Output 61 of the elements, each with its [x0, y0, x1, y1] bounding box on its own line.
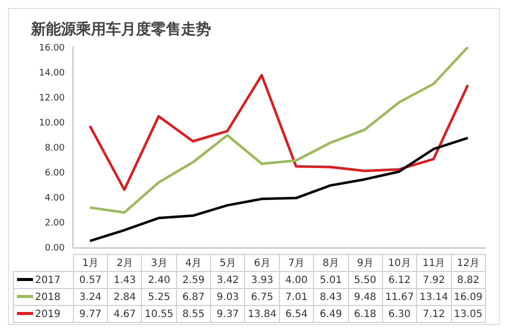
- data-label: 6.30: [382, 306, 417, 322]
- data-label: 13.14: [416, 288, 452, 306]
- data-label: 6.87: [176, 288, 211, 306]
- data-label: 3.93: [244, 272, 280, 288]
- x-tick-label: 1月: [73, 254, 108, 272]
- data-label: 10.55: [142, 306, 176, 322]
- data-label: 3.42: [210, 272, 245, 288]
- x-tick-label: 10月: [382, 254, 417, 272]
- data-label: 6.75: [244, 288, 280, 306]
- x-tick-label: 12月: [451, 254, 486, 272]
- y-tick-label: 0.00: [44, 243, 66, 254]
- x-tick-label: 8月: [314, 254, 348, 272]
- data-label: 7.01: [279, 288, 314, 306]
- data-label: 9.37: [210, 306, 245, 322]
- data-label: 2.40: [142, 272, 176, 288]
- x-tick-label: 5月: [210, 254, 245, 272]
- data-label: 5.25: [142, 288, 176, 306]
- legend-label: 2019: [35, 308, 60, 320]
- y-tick-label: 16.00: [39, 44, 66, 54]
- x-tick-label: 9月: [348, 254, 382, 272]
- data-label: 11.67: [382, 288, 417, 306]
- x-tick-label: 2月: [108, 254, 142, 272]
- data-label: 1.43: [108, 272, 142, 288]
- data-label: 3.24: [73, 288, 108, 306]
- data-label: 4.67: [108, 306, 142, 322]
- y-tick-label: 14.00: [39, 68, 66, 79]
- y-tick-label: 4.00: [44, 193, 66, 204]
- x-tick-label: 7月: [279, 254, 314, 272]
- data-label: 7.92: [416, 272, 452, 288]
- y-tick-label: 8.00: [44, 143, 66, 154]
- y-tick-label: 10.00: [39, 118, 66, 128]
- data-label: 13.84: [244, 306, 280, 322]
- x-tick-label: 3月: [142, 254, 176, 272]
- y-tick-label: 6.00: [44, 168, 66, 178]
- data-label: 8.55: [176, 306, 211, 322]
- data-label: 6.49: [314, 306, 348, 322]
- data-label: 6.54: [279, 306, 314, 322]
- x-tick-label: 6月: [244, 254, 280, 272]
- data-label: 0.57: [73, 272, 108, 288]
- data-label: 8.82: [451, 272, 486, 288]
- data-label: 2.84: [108, 288, 142, 306]
- chart-title: 新能源乘用车月度零售走势: [30, 20, 211, 38]
- data-label: 5.01: [314, 272, 348, 288]
- legend-label: 2017: [35, 274, 60, 286]
- data-label: 9.77: [73, 306, 108, 322]
- x-tick-label: 11月: [416, 254, 452, 272]
- data-label: 6.12: [382, 272, 417, 288]
- y-tick-label: 2.00: [44, 218, 66, 228]
- x-tick-label: 4月: [176, 254, 211, 272]
- data-label: 13.05: [451, 306, 486, 322]
- data-label: 7.12: [416, 306, 452, 322]
- data-label: 8.43: [314, 288, 348, 306]
- data-label: 5.50: [348, 272, 382, 288]
- legend-label: 2018: [35, 292, 60, 302]
- data-label: 9.48: [348, 288, 382, 306]
- data-label: 2.59: [176, 272, 211, 288]
- y-tick-label: 12.00: [39, 94, 66, 104]
- data-label: 9.03: [210, 288, 245, 306]
- data-label: 6.18: [348, 306, 382, 322]
- data-label: 4.00: [279, 272, 314, 288]
- data-label: 16.09: [451, 288, 486, 306]
